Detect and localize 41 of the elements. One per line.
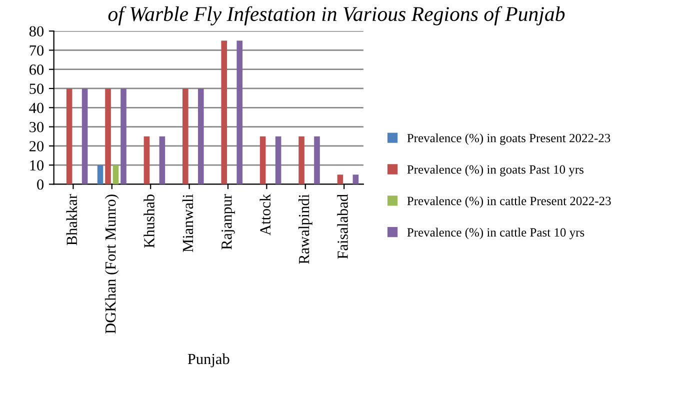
chart-title: of Warble Fly Infestation in Various Regions of Punjab <box>108 6 565 26</box>
bar <box>144 136 150 184</box>
bar <box>97 165 104 184</box>
x-tick-label: Faisalabad <box>337 194 348 259</box>
bar <box>314 136 320 184</box>
x-tick-label: Khushab <box>144 194 154 248</box>
bar <box>260 136 266 184</box>
bar <box>66 88 72 184</box>
bar <box>182 88 188 184</box>
y-tick-label: 30 <box>30 122 44 132</box>
bar <box>352 174 359 184</box>
bar <box>198 88 204 184</box>
bar <box>82 88 88 184</box>
legend-label: Prevalence (%) in cattle Past 10 yrs <box>407 228 584 240</box>
y-tick-label: 50 <box>30 84 44 94</box>
bar <box>159 136 166 184</box>
legend-label: Prevalence (%) in cattle Present 2022-23 <box>407 196 611 208</box>
x-tick-label: DGKhan (Fort Munro) <box>104 194 119 334</box>
bar <box>275 136 282 184</box>
x-tick-label: Rawalpindi <box>298 194 312 264</box>
bar <box>221 40 228 184</box>
x-axis-title: Punjab <box>188 353 230 368</box>
bar <box>337 174 344 184</box>
y-tick-label: 20 <box>30 141 44 152</box>
x-tick-label: Mianwali <box>182 194 194 252</box>
bar <box>298 136 304 184</box>
y-tick-label: 10 <box>30 160 44 171</box>
legend-label: Prevalence (%) in goats Present 2022-23 <box>407 134 610 145</box>
x-tick-label: Attock <box>260 194 270 236</box>
y-tick-label: 80 <box>29 26 44 36</box>
bar <box>236 40 242 184</box>
y-tick-label: 60 <box>29 64 44 75</box>
bar <box>112 165 119 184</box>
y-tick-label: 0 <box>37 179 44 190</box>
x-tick-label: Rajanpur <box>222 194 235 250</box>
legend-label: Prevalence (%) in goats Past 10 yrs <box>407 164 584 176</box>
y-tick-label: 40 <box>29 102 44 114</box>
bar <box>105 88 111 184</box>
x-tick-label: Bhakkar <box>66 194 78 246</box>
bar <box>120 88 126 184</box>
y-tick-label: 70 <box>30 45 44 56</box>
